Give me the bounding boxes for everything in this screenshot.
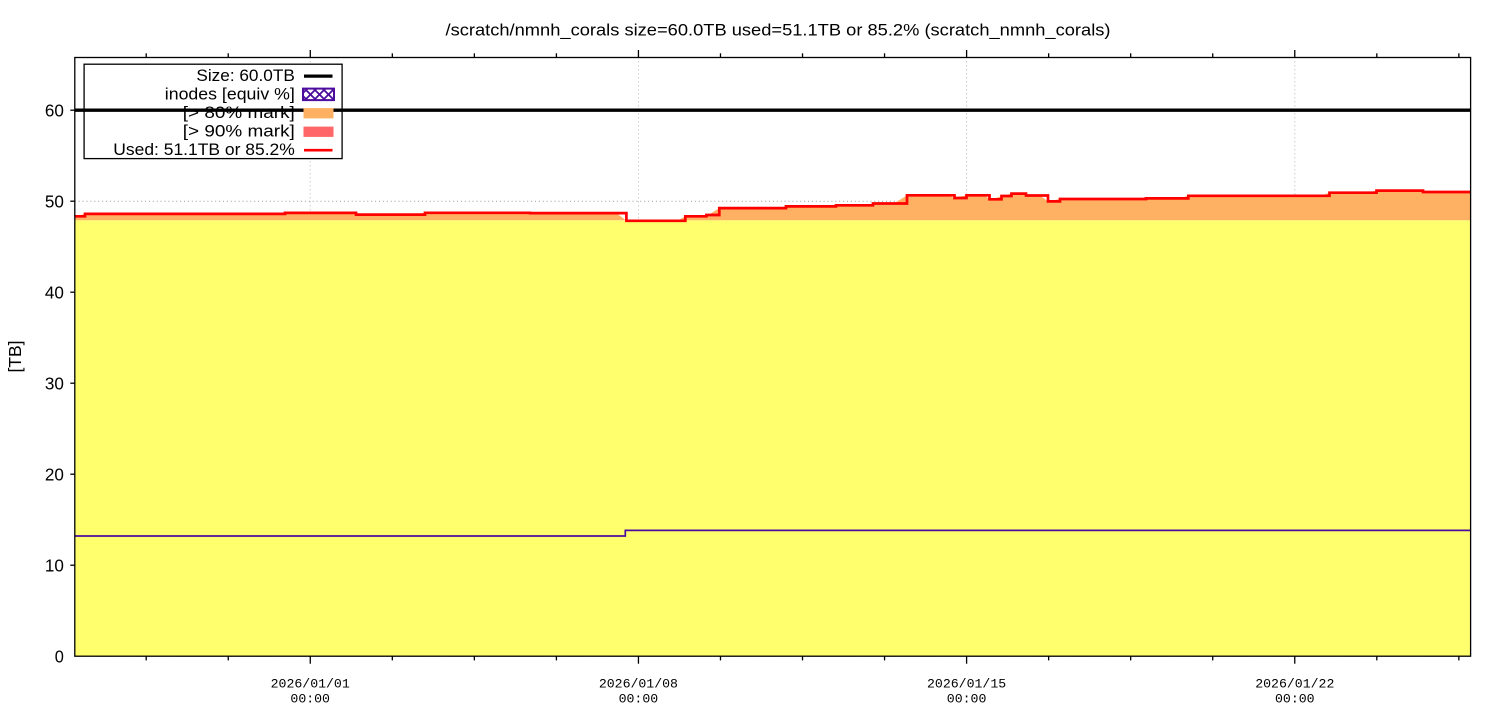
svg-text:00:00: 00:00: [1275, 691, 1315, 706]
svg-text:2026/01/22: 2026/01/22: [1255, 676, 1334, 691]
svg-text:50: 50: [45, 192, 64, 212]
svg-text:00:00: 00:00: [947, 691, 987, 706]
svg-text:30: 30: [45, 374, 64, 394]
svg-text:60: 60: [45, 101, 64, 121]
svg-text:00:00: 00:00: [619, 691, 659, 706]
svg-text:[> 80% mark]: [> 80% mark]: [183, 104, 295, 122]
svg-text:2026/01/08: 2026/01/08: [599, 676, 678, 691]
svg-text:2026/01/01: 2026/01/01: [271, 676, 350, 691]
svg-text:Size: 60.0TB: Size: 60.0TB: [196, 67, 294, 85]
svg-text:20: 20: [45, 465, 64, 485]
svg-text:10: 10: [45, 556, 64, 576]
svg-text:40: 40: [45, 283, 64, 303]
svg-text:0: 0: [55, 647, 64, 667]
svg-text:00:00: 00:00: [290, 691, 330, 706]
svg-text:[TB]: [TB]: [5, 340, 25, 372]
svg-text:/scratch/nmnh_corals size=60.0: /scratch/nmnh_corals size=60.0TB used=51…: [446, 21, 1111, 40]
svg-text:2026/01/15: 2026/01/15: [927, 676, 1006, 691]
svg-text:inodes [equiv %]: inodes [equiv %]: [165, 85, 295, 103]
svg-text:[> 90% mark]: [> 90% mark]: [183, 122, 295, 140]
svg-text:Used: 51.1TB or 85.2%: Used: 51.1TB or 85.2%: [113, 141, 295, 159]
